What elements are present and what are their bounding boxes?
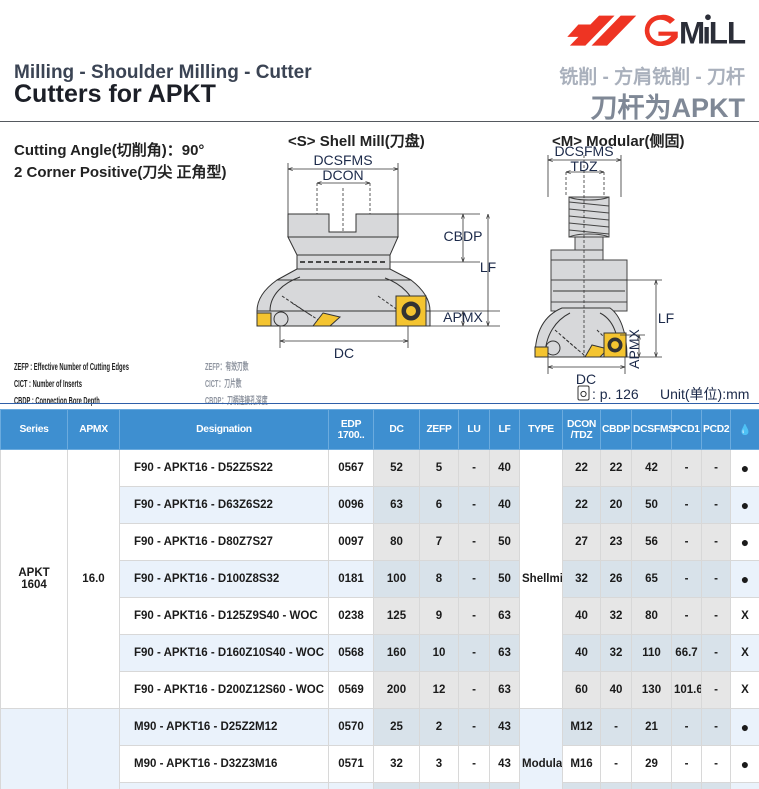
svg-text:DCSFMS: DCSFMS bbox=[554, 143, 613, 159]
svg-text:APMX: APMX bbox=[626, 329, 642, 369]
svg-text:LF: LF bbox=[658, 310, 674, 326]
svg-text:: p. 126: : p. 126 bbox=[592, 386, 639, 402]
svg-text:DC: DC bbox=[576, 371, 596, 387]
svg-text:TDZ: TDZ bbox=[570, 158, 598, 174]
svg-text:Unit(单位):mm: Unit(单位):mm bbox=[660, 386, 749, 402]
